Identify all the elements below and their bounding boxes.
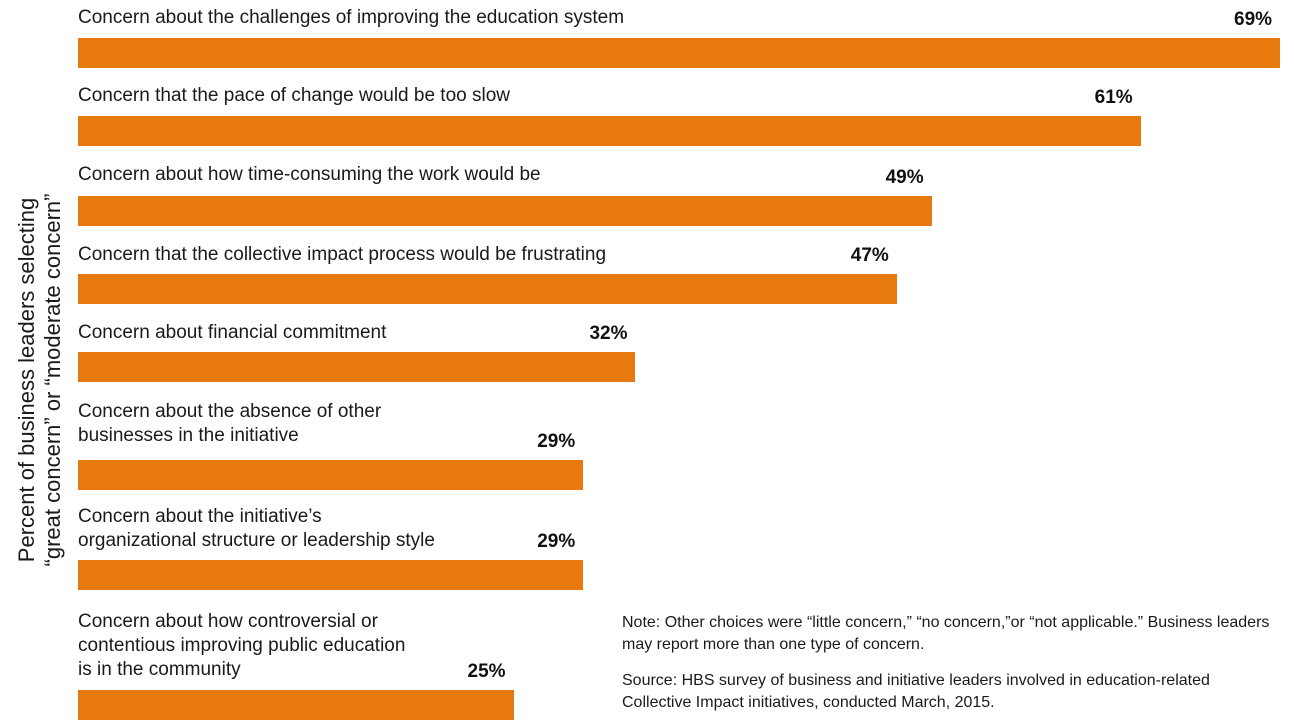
bar [78,38,1280,68]
category-label: Concern about the challenges of improvin… [78,7,625,28]
bar [78,460,584,490]
category-label: Concern that the collective impact proce… [78,244,607,265]
category-label: Concern about how time-consuming the wor… [78,164,541,185]
bar [78,690,514,720]
category-label: Concern that the pace of change would be… [78,85,511,106]
value-label: 29% [537,431,576,452]
bar [78,196,932,226]
category-label: Concern about how controversial or conte… [78,611,406,680]
bar [78,352,636,382]
bar [78,560,584,590]
chart-notes: Note: Other choices were “little concern… [622,612,1282,728]
value-label: 61% [1094,87,1133,108]
value-label: 25% [467,661,506,682]
category-label: Concern about financial commitment [78,322,387,343]
value-label: 69% [1234,9,1273,30]
source-text: Source: HBS survey of business and initi… [622,672,1210,711]
bar [78,116,1141,146]
category-label: Concern about the absence of other busin… [78,401,382,446]
value-label: 32% [589,323,628,344]
value-label: 47% [850,245,889,266]
bar [78,274,897,304]
note-text: Note: Other choices were “little concern… [622,614,1270,653]
category-label: Concern about the initiative’s organizat… [78,506,435,551]
value-label: 49% [885,167,924,188]
value-label: 29% [537,531,576,552]
